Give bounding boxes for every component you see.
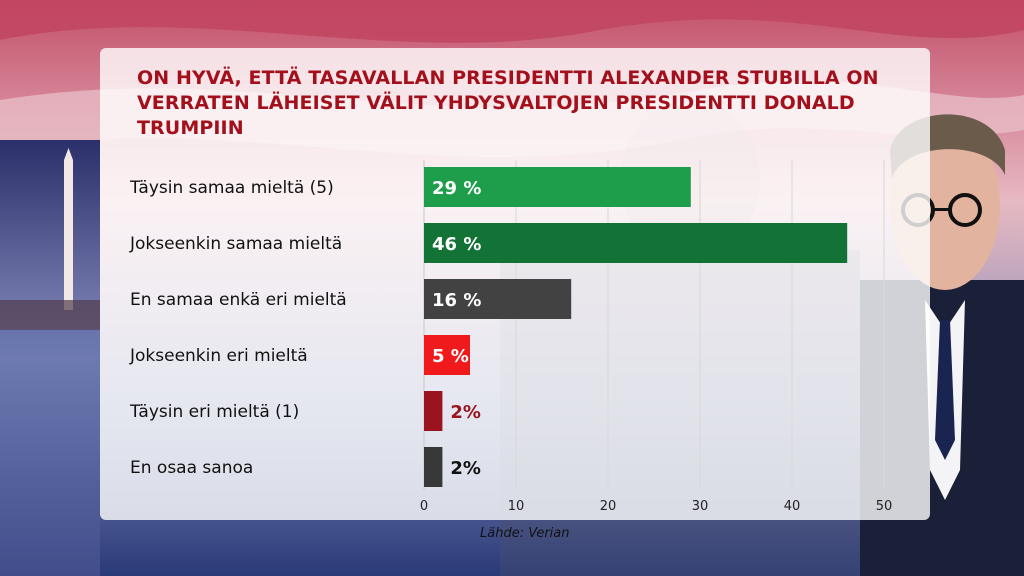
x-tick-label: 30 [692, 499, 709, 514]
x-tick-label: 40 [784, 499, 801, 514]
value-labels: 29 % 46 % 16 % 5 % 2% 2% [432, 178, 481, 479]
bar [424, 391, 443, 431]
bar [424, 447, 443, 487]
bar [424, 335, 470, 375]
value-label: 2% [450, 402, 481, 423]
category-labels: Täysin samaa mieltä (5) Jokseenkin samaa … [129, 178, 347, 478]
category-label: Täysin samaa mieltä (5) [129, 178, 334, 198]
x-axis-ticks: 0 10 20 30 40 50 [420, 499, 892, 514]
value-label: 29 % [432, 178, 481, 199]
bar [424, 167, 691, 207]
chart-title: ON HYVÄ, ETTÄ TASAVALLAN PRESIDENTTI ALE… [137, 67, 879, 139]
x-tick-label: 10 [508, 499, 525, 514]
source-note: Lähde: Verian [480, 526, 570, 541]
category-label: Täysin eri mieltä (1) [129, 402, 299, 422]
value-label: 16 % [432, 290, 481, 311]
value-label: 5 % [432, 346, 469, 367]
category-label: Jokseenkin eri mieltä [129, 346, 308, 366]
monument-icon [64, 160, 73, 310]
value-label: 46 % [432, 234, 481, 255]
x-tick-label: 50 [876, 499, 893, 514]
bar [424, 279, 572, 319]
x-tick-label: 20 [600, 499, 617, 514]
value-label: 2% [450, 458, 481, 479]
category-label: En samaa enkä eri mieltä [130, 290, 347, 310]
bar [424, 223, 848, 263]
grid-lines [423, 160, 885, 490]
category-label: Jokseenkin samaa mieltä [129, 234, 342, 254]
bars [424, 167, 848, 487]
x-tick-label: 0 [420, 499, 428, 514]
category-label: En osaa sanoa [130, 458, 253, 478]
